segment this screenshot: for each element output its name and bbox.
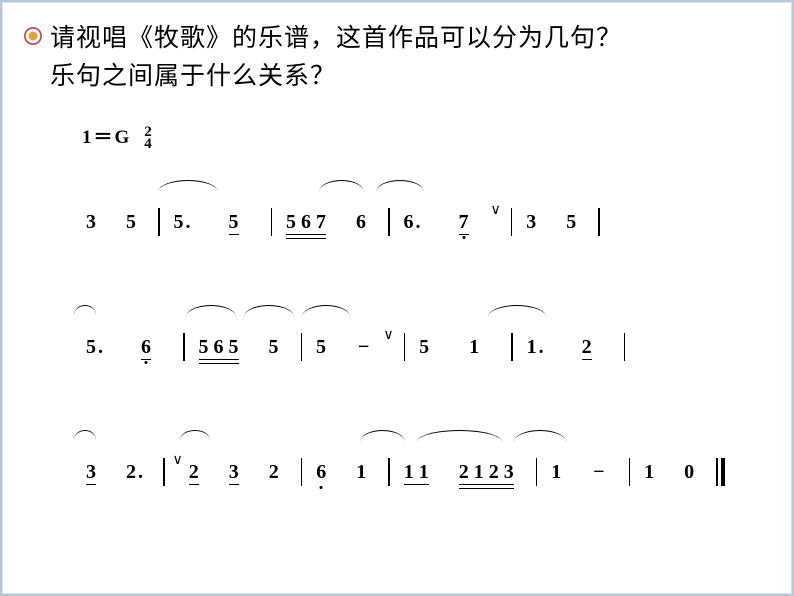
note: 2 1 2 3 bbox=[455, 461, 518, 484]
tie-mark bbox=[302, 305, 350, 317]
question-line1: 请视唱《牧歌》的乐谱，这首作品可以分为几句？ bbox=[50, 25, 622, 52]
barline bbox=[404, 333, 406, 361]
staff-line: 32∨232611 12 1 2 31−10 bbox=[82, 442, 732, 502]
note-value: 5 6 5 bbox=[199, 336, 239, 360]
staff-lines: 35555 6 7667∨35565 6 555−∨511232∨232611 … bbox=[82, 192, 732, 502]
key-signature: 1＝G bbox=[82, 127, 131, 148]
note: 2 bbox=[185, 461, 203, 484]
tie-mark bbox=[180, 430, 210, 440]
music-score: 1＝G 2 4 35555 6 7667∨35565 6 555−∨511232… bbox=[82, 122, 732, 567]
barline bbox=[183, 333, 185, 361]
note: 2 bbox=[568, 336, 606, 359]
tie-mark bbox=[74, 305, 96, 315]
note: 5 bbox=[265, 336, 283, 359]
tie-mark bbox=[488, 305, 546, 317]
note: 1 bbox=[455, 336, 493, 359]
question-line2: 乐句之间属于什么关系？ bbox=[50, 63, 336, 90]
barline bbox=[511, 333, 513, 361]
tie-mark bbox=[417, 430, 502, 442]
staff-line: 565 6 555−∨5112 bbox=[82, 317, 732, 377]
time-denominator: 4 bbox=[144, 138, 152, 151]
note: 6 bbox=[352, 211, 370, 234]
barline bbox=[624, 333, 626, 361]
tie-mark bbox=[319, 180, 364, 192]
note: 5 bbox=[215, 211, 253, 234]
barline bbox=[388, 458, 390, 486]
barline bbox=[536, 458, 538, 486]
note: 5 bbox=[415, 336, 433, 359]
barline bbox=[158, 208, 160, 236]
inner-frame: 请视唱《牧歌》的乐谱，这首作品可以分为几句？ 乐句之间属于什么关系？ 1＝G 2… bbox=[2, 2, 792, 594]
note: 1 bbox=[352, 461, 370, 484]
barline bbox=[301, 333, 303, 361]
staff-line: 35555 6 7667∨35 bbox=[82, 192, 732, 252]
note-value: 6 bbox=[141, 336, 151, 360]
note: 6 bbox=[127, 336, 165, 359]
note: − bbox=[352, 336, 375, 359]
note-value: 3 bbox=[86, 461, 96, 485]
note: 0 bbox=[680, 461, 698, 484]
note: 5 bbox=[82, 336, 105, 359]
note-value: 7 bbox=[459, 211, 469, 235]
tie-mark bbox=[186, 305, 236, 317]
note: 3 bbox=[522, 211, 540, 234]
note: − bbox=[587, 461, 610, 484]
note-value: 5 6 7 bbox=[286, 211, 326, 235]
tie-mark bbox=[74, 430, 96, 440]
note: 2 bbox=[265, 461, 283, 484]
note-value: 2 bbox=[582, 336, 592, 360]
note: 3 bbox=[82, 211, 100, 234]
note: 5 bbox=[122, 211, 140, 234]
tie-mark bbox=[514, 430, 566, 442]
tie-mark bbox=[376, 180, 424, 192]
barline bbox=[629, 458, 631, 486]
note: 7 bbox=[445, 211, 483, 234]
note: 6 bbox=[400, 211, 423, 234]
tie-mark bbox=[158, 180, 218, 192]
time-signature: 2 4 bbox=[144, 126, 152, 152]
note-value: 1 1 bbox=[404, 461, 429, 485]
question-text: 请视唱《牧歌》的乐谱，这首作品可以分为几句？ 乐句之间属于什么关系？ bbox=[50, 20, 622, 95]
barline bbox=[598, 208, 600, 236]
note: 5 6 5 bbox=[195, 336, 243, 359]
final-barline bbox=[716, 458, 726, 486]
note: 5 6 7 bbox=[282, 211, 330, 234]
barline bbox=[163, 458, 165, 486]
tie-mark bbox=[360, 430, 405, 442]
note: 1 bbox=[547, 461, 565, 484]
note: 5 bbox=[170, 211, 193, 234]
note-value: 2 1 2 3 bbox=[459, 461, 514, 485]
note: 1 1 bbox=[400, 461, 433, 484]
note: 3 bbox=[225, 461, 243, 484]
note: 1 bbox=[523, 336, 546, 359]
barline bbox=[271, 208, 273, 236]
note: 6 bbox=[312, 461, 330, 484]
tie-mark bbox=[244, 305, 294, 317]
note: 3 bbox=[82, 461, 100, 484]
note: 5 bbox=[312, 336, 330, 359]
barline bbox=[388, 208, 390, 236]
note: 5 bbox=[562, 211, 580, 234]
bullet-icon bbox=[24, 27, 42, 45]
note-value: 3 bbox=[229, 461, 239, 485]
note-value: 5 bbox=[229, 211, 239, 235]
page-frame: 请视唱《牧歌》的乐谱，这首作品可以分为几句？ 乐句之间属于什么关系？ 1＝G 2… bbox=[0, 0, 794, 596]
breath-mark: ∨ bbox=[383, 327, 393, 344]
time-signature-row: 1＝G 2 4 bbox=[82, 122, 732, 162]
note: 1 bbox=[640, 461, 658, 484]
breath-mark: ∨ bbox=[173, 452, 183, 469]
breath-mark: ∨ bbox=[491, 202, 501, 219]
barline bbox=[511, 208, 513, 236]
note-value: 2 bbox=[189, 461, 199, 485]
barline bbox=[301, 458, 303, 486]
note: 2 bbox=[122, 461, 145, 484]
